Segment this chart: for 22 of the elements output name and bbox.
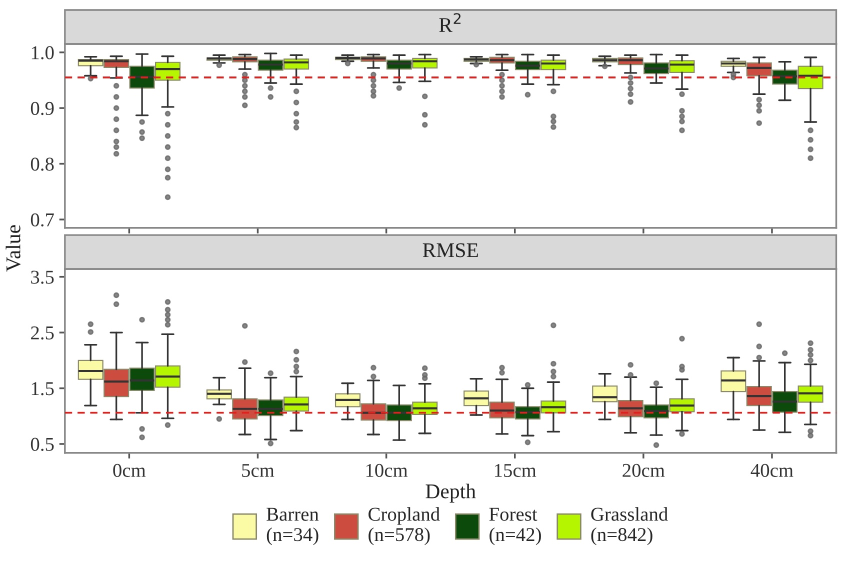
y-tick-label: 0.9 (30, 102, 54, 116)
x-tick-label: 10cm (366, 464, 408, 477)
x-tick-label: 15cm (494, 464, 536, 477)
y-tick-label: 3.5 (31, 270, 54, 284)
x-tick-label: 40cm (750, 464, 794, 477)
legend-label: Grassland (n=842) (591, 507, 668, 546)
y-tick-label: 0.7 (30, 213, 54, 227)
y-tick-label: 0.5 (30, 438, 54, 451)
x-axis-title: Depth (426, 484, 476, 503)
legend-label: Cropland (n=578) (368, 507, 440, 546)
legend-label: Forest (n=42) (489, 508, 541, 546)
y-tick-label: 1.5 (32, 382, 54, 396)
chart-title: R$^{2}$ (439, 13, 461, 32)
chart-title: RMSE (422, 243, 478, 258)
x-tick-label: 0cm (113, 464, 146, 477)
legend-label: Barren (n=34) (266, 508, 319, 546)
y-tick-label: 2.5 (31, 326, 54, 340)
x-tick-label: 20cm (622, 464, 665, 477)
y-axis-title: Value (6, 225, 20, 272)
y-tick-label: 1.0 (32, 46, 54, 60)
y-tick-label: 0.8 (30, 158, 54, 171)
x-tick-label: 5cm (242, 464, 274, 477)
